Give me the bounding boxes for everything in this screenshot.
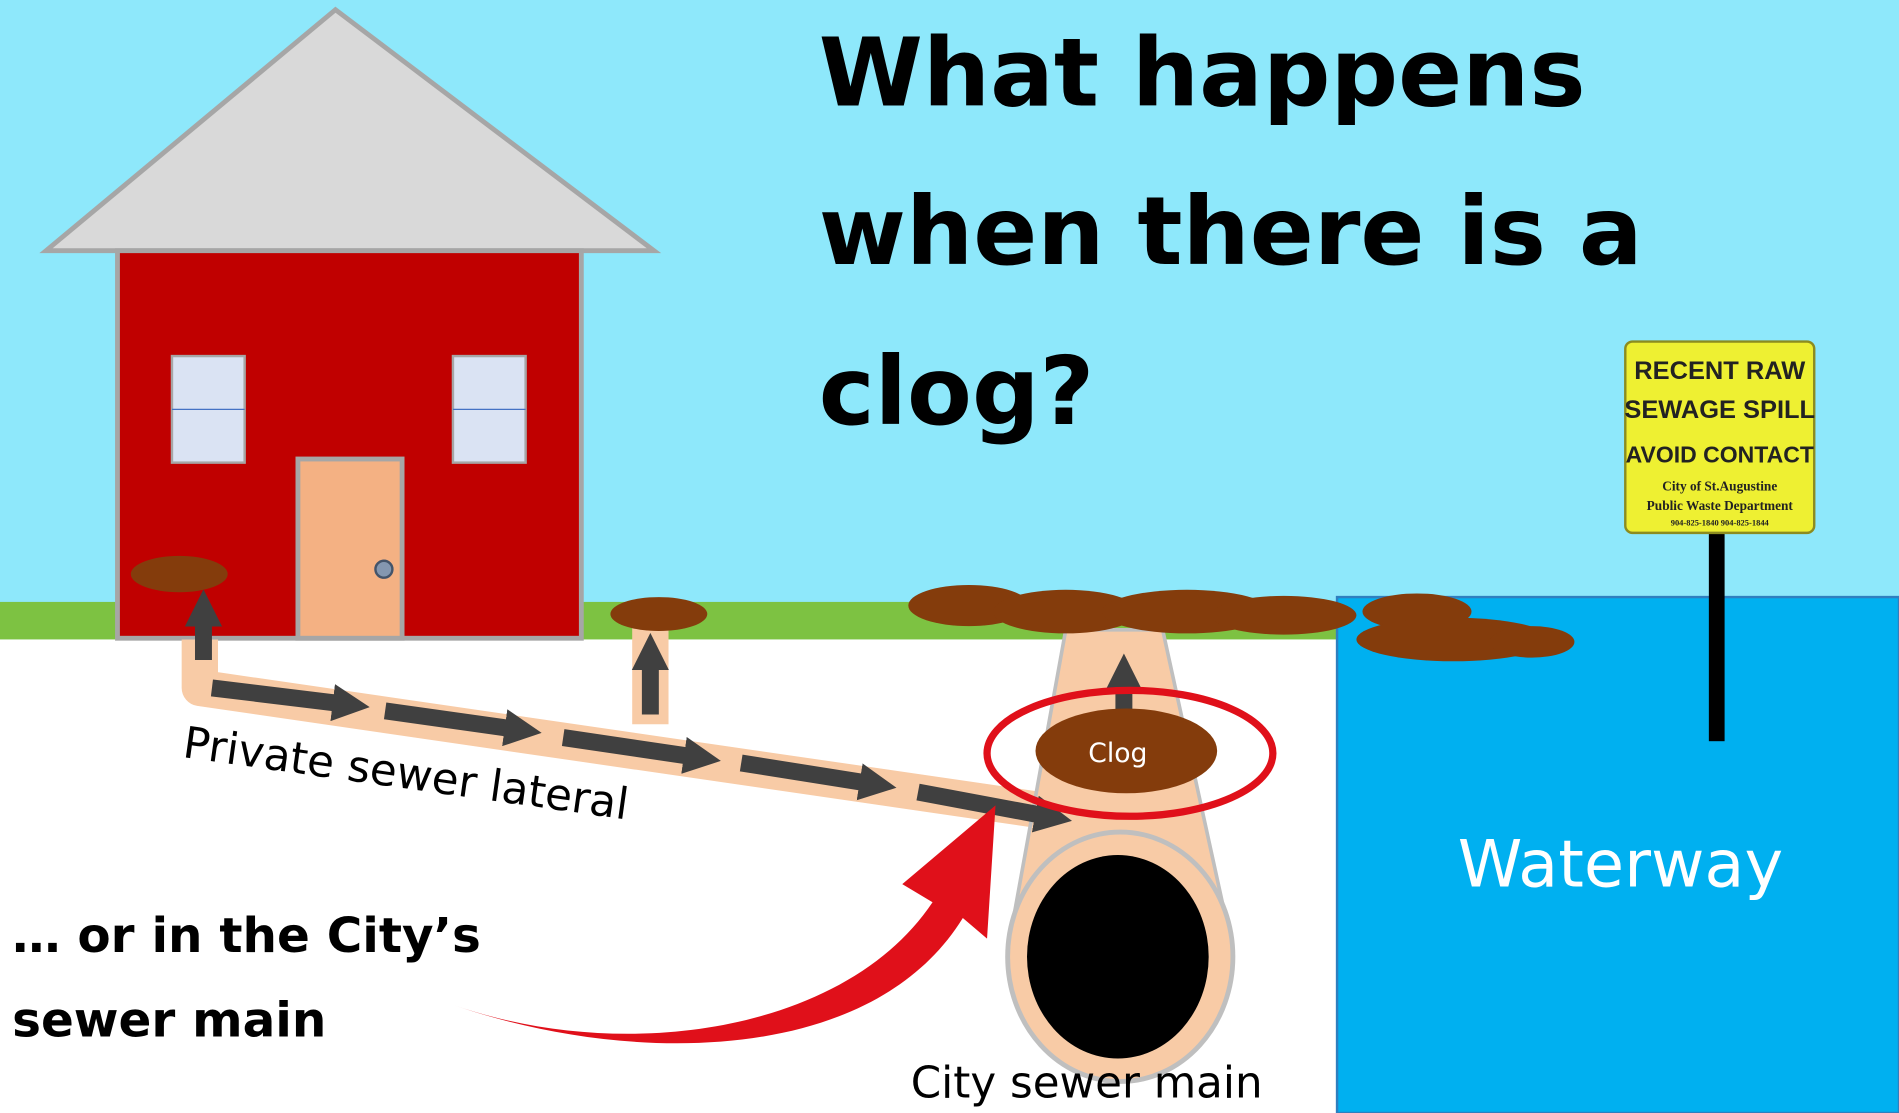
flow-arrow <box>210 679 370 722</box>
sewage <box>130 555 1575 794</box>
sign <box>1624 340 1816 535</box>
door <box>295 456 405 641</box>
sewage-blob <box>993 589 1139 634</box>
sewage-blob <box>1489 626 1575 658</box>
sign-small: City of St.Augustine <box>1662 478 1777 493</box>
title-line: clog? <box>819 337 1095 447</box>
pipe-opening <box>1027 855 1209 1059</box>
sign-line: AVOID CONTACT <box>1626 442 1814 468</box>
flow-arrow <box>383 702 542 747</box>
note-line: … or in the City’s <box>12 908 481 964</box>
waterway <box>1335 595 1899 1113</box>
title-line: What happens <box>819 18 1586 128</box>
door-knob <box>374 559 394 579</box>
red-arrow <box>454 805 996 1044</box>
sign-small: 904-825-1840 904-825-1844 <box>1671 518 1770 528</box>
flow-arrow <box>739 754 897 801</box>
sign-line: RECENT RAW <box>1634 357 1805 385</box>
sign-post <box>1708 532 1725 742</box>
note-line: sewer main <box>12 993 326 1049</box>
sewage-blob <box>130 555 228 593</box>
clog-label: Clog <box>1088 738 1147 769</box>
sign-line: SEWAGE SPILL <box>1624 396 1815 424</box>
clog-blob <box>1035 708 1218 794</box>
flow-arrow <box>916 783 1072 833</box>
title-line: when there is a <box>819 177 1643 287</box>
main-label: City sewer main <box>911 1058 1263 1108</box>
flow-arrow <box>561 729 721 774</box>
sewage-blob <box>610 597 708 631</box>
sewage-blob <box>1211 595 1357 635</box>
clog-highlight <box>983 686 1277 820</box>
sign-small: Public Waste Department <box>1647 498 1794 513</box>
waterway-label: Waterway <box>1458 827 1783 903</box>
